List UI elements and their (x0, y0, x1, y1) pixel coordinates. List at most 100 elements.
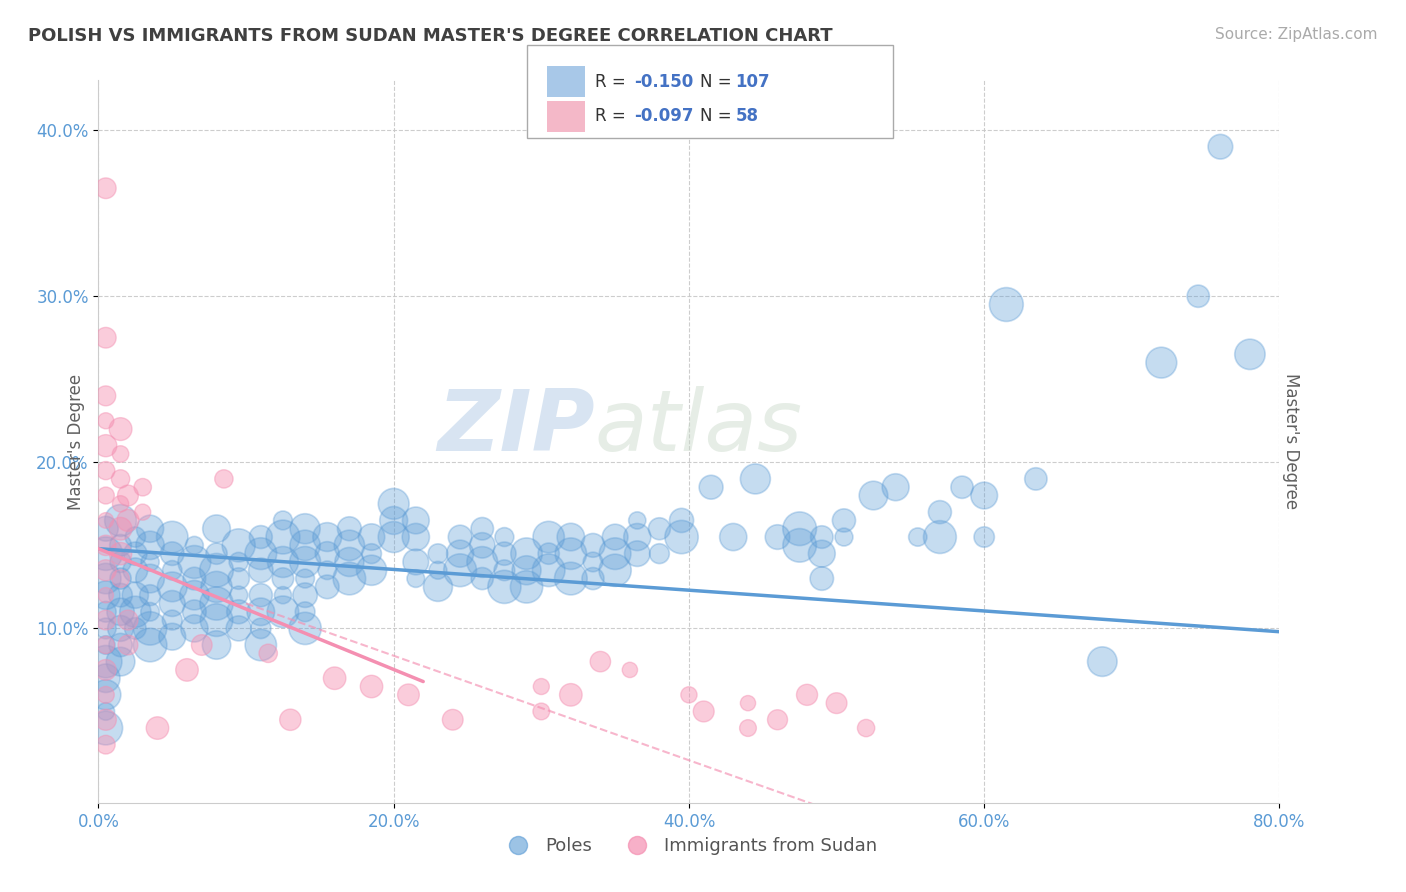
Point (94, 489, 117, 503)
Point (228, 605, 250, 619)
Point (471, 572, 494, 586)
Point (250, 547, 273, 561)
Point (339, 538, 361, 552)
Point (110, 513, 132, 527)
Text: Source: ZipAtlas.com: Source: ZipAtlas.com (1215, 27, 1378, 42)
Point (1091, 655, 1114, 669)
Point (832, 530, 855, 544)
Point (405, 572, 427, 586)
Point (110, 621, 132, 635)
Point (139, 522, 162, 536)
Point (737, 721, 759, 735)
Point (605, 530, 627, 544)
Point (94, 621, 117, 635)
Point (619, 663, 641, 677)
Point (183, 605, 205, 619)
Point (671, 513, 693, 527)
Point (810, 530, 832, 544)
Point (973, 530, 995, 544)
Point (494, 563, 516, 577)
Point (110, 472, 132, 486)
Point (471, 522, 494, 536)
Point (117, 638, 139, 652)
Point (582, 555, 605, 569)
Point (110, 605, 132, 619)
Point (789, 538, 811, 552)
Point (294, 555, 316, 569)
Point (110, 547, 132, 561)
Point (139, 588, 162, 602)
Point (250, 638, 273, 652)
Point (441, 713, 464, 727)
Point (294, 621, 316, 635)
Point (139, 572, 162, 586)
Point (110, 588, 132, 602)
Text: POLISH VS IMMIGRANTS FROM SUDAN MASTER'S DEGREE CORRELATION CHART: POLISH VS IMMIGRANTS FROM SUDAN MASTER'S… (28, 27, 832, 45)
Point (271, 572, 294, 586)
Point (110, 522, 132, 536)
Point (94, 638, 117, 652)
Point (110, 497, 132, 511)
Point (494, 530, 516, 544)
Point (228, 621, 250, 635)
Point (929, 505, 952, 519)
Point (825, 696, 848, 710)
Point (94, 513, 117, 527)
Point (94, 688, 117, 702)
Point (132, 505, 155, 519)
Point (582, 538, 605, 552)
Text: -0.150: -0.150 (634, 73, 693, 91)
Point (907, 530, 929, 544)
Point (560, 530, 582, 544)
Point (626, 547, 648, 561)
Point (183, 621, 205, 635)
Point (94, 563, 117, 577)
Point (94, 538, 117, 552)
Y-axis label: Master's Degree: Master's Degree (66, 374, 84, 509)
Point (205, 597, 228, 611)
Point (94, 613, 117, 627)
Point (605, 563, 627, 577)
Point (162, 547, 183, 561)
Point (737, 696, 759, 710)
Point (449, 563, 471, 577)
Point (973, 489, 995, 503)
Point (744, 472, 766, 486)
Point (124, 547, 146, 561)
Point (117, 613, 139, 627)
Point (648, 547, 671, 561)
Point (94, 522, 117, 536)
Point (162, 580, 183, 594)
Point (294, 605, 316, 619)
Point (360, 547, 382, 561)
Text: R =: R = (595, 73, 631, 91)
Point (110, 555, 132, 569)
Point (162, 563, 183, 577)
Point (139, 538, 162, 552)
Y-axis label: Master's Degree: Master's Degree (1282, 374, 1301, 509)
Point (294, 522, 316, 536)
Point (449, 530, 471, 544)
Point (1209, 139, 1232, 153)
Point (316, 530, 339, 544)
Point (1187, 289, 1209, 303)
Point (94, 547, 117, 561)
Point (294, 538, 316, 552)
Point (626, 530, 648, 544)
Point (117, 489, 139, 503)
Point (183, 555, 205, 569)
Point (862, 489, 884, 503)
Point (537, 530, 560, 544)
Point (94, 721, 117, 735)
Point (94, 331, 117, 345)
Point (950, 480, 973, 494)
Text: R =: R = (595, 107, 631, 126)
Point (648, 522, 671, 536)
Point (398, 688, 420, 702)
Point (560, 572, 582, 586)
Point (810, 572, 832, 586)
Point (124, 588, 146, 602)
Point (316, 547, 339, 561)
Point (382, 497, 405, 511)
Point (110, 655, 132, 669)
